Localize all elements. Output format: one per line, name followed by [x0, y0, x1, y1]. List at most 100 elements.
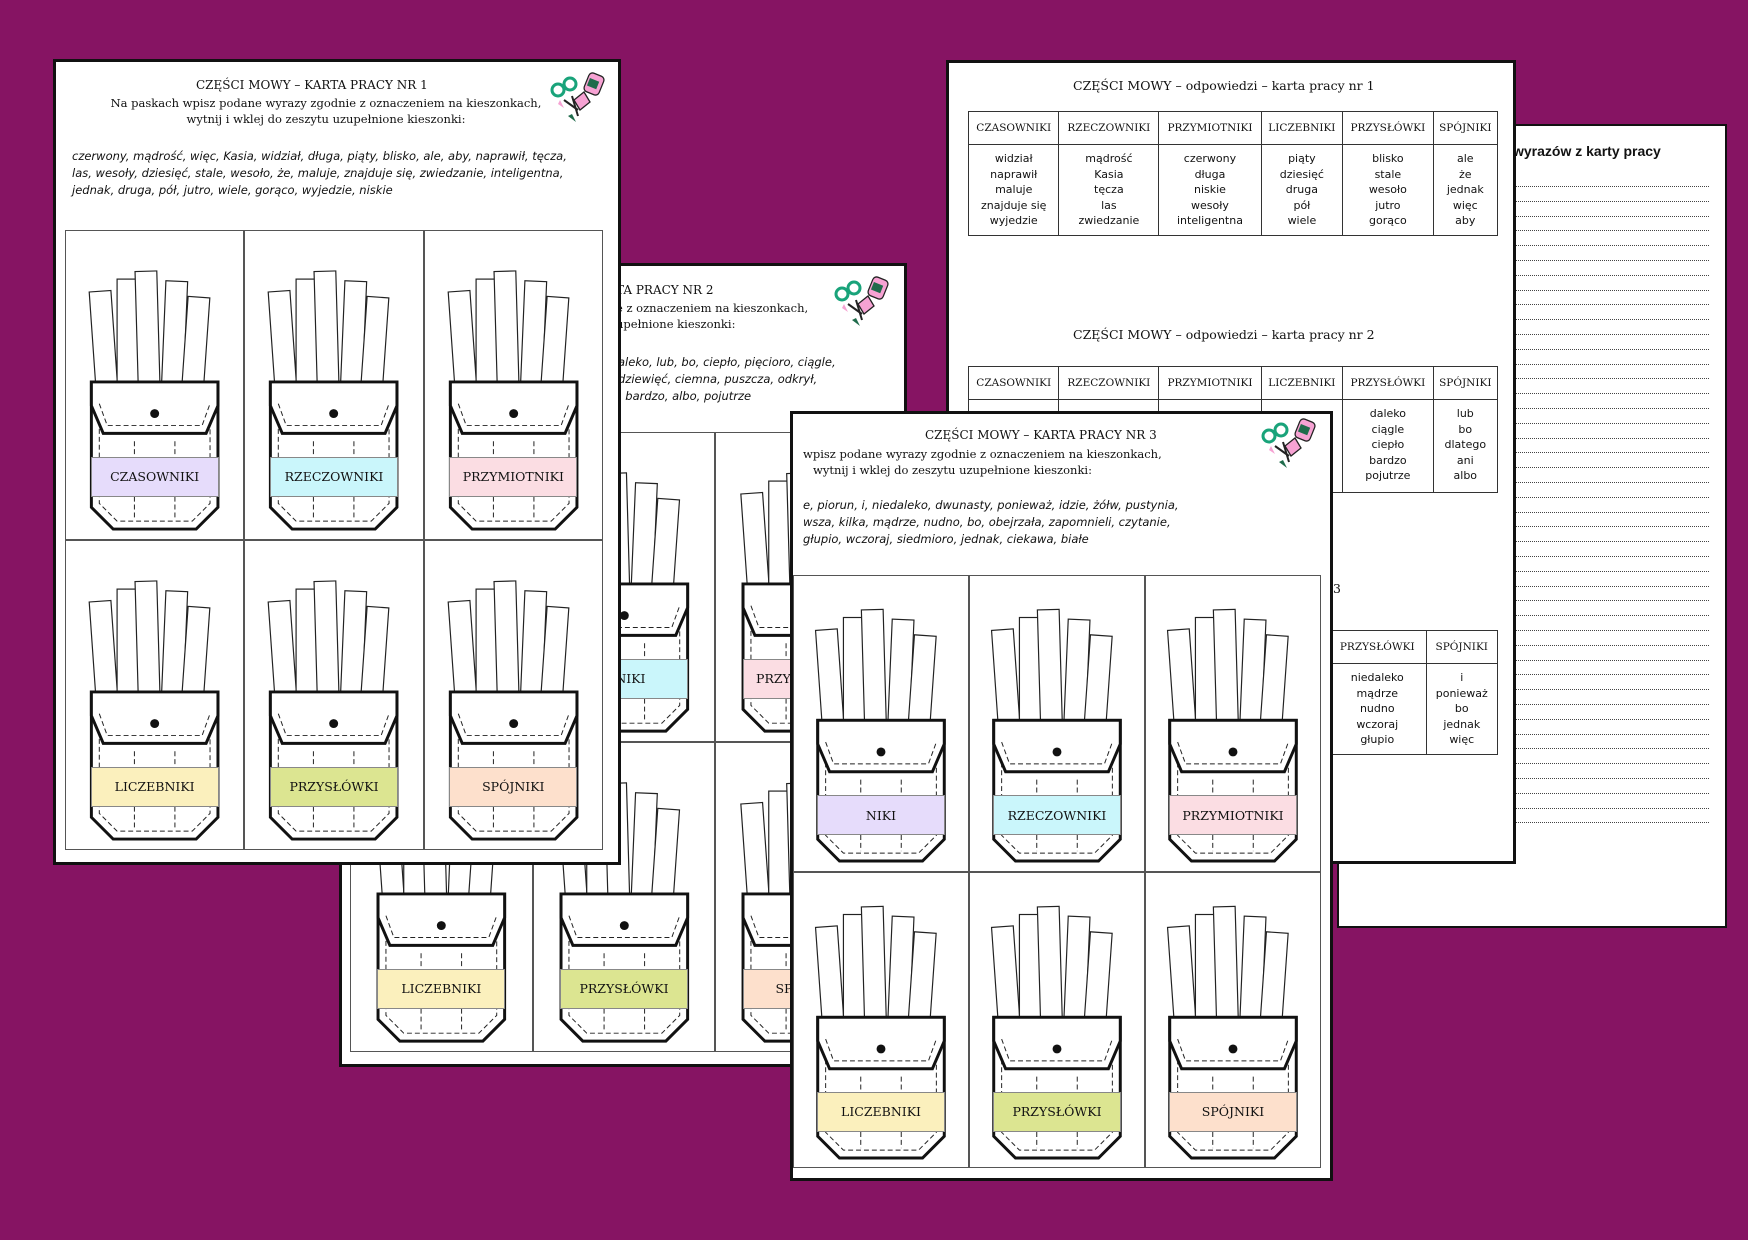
answers-col-header: PRZYMIOTNIKI — [1158, 366, 1262, 400]
answers-col-values: lub bo dlatego ani albo — [1432, 399, 1499, 493]
worksheet-2-title: TA PRACY NR 2 — [616, 283, 714, 297]
dotted-line — [1343, 289, 1709, 291]
dotted-line — [1353, 807, 1709, 809]
answers-col-header: RZECZOWNIKI — [1058, 111, 1160, 145]
answers-col-header: LICZEBNIKI — [1260, 366, 1344, 400]
dotted-line — [1343, 792, 1709, 794]
dotted-line — [1343, 482, 1709, 483]
answers-col-values: czerwony długa niskie wesoły inteligentna — [1158, 144, 1262, 236]
answers-col-header: CZASOWNIKI — [967, 366, 1060, 400]
dotted-line — [1353, 541, 1709, 543]
pocket-label-przysłówki: PRZYSŁÓWKI — [559, 968, 688, 1009]
dotted-line — [1343, 200, 1709, 202]
dotted-line — [1353, 674, 1709, 676]
worksheet-1: CZĘŚCI MOWY – KARTA PRACY NR 1 Na paskac… — [53, 59, 621, 865]
pocket-cell: LICZEBNIKI — [65, 540, 245, 850]
dotted-line — [1343, 570, 1709, 572]
pocket-cell: PRZYMIOTNIKI — [423, 230, 603, 540]
worksheet-3-instructions: wpisz podane wyrazy zgodnie z oznaczenie… — [803, 447, 1162, 477]
pocket-cell: PRZYSŁÓWKI — [969, 871, 1145, 1168]
pocket-label-liczebniki: LICZEBNIKI — [817, 1091, 945, 1132]
answers-col-values: ale że jednak więc aby — [1432, 144, 1499, 236]
answers-col-header: PRZYSŁÓWKI — [1342, 111, 1434, 145]
pocket-label-przymiotniki: PRZYMIOTNIKI — [1169, 795, 1297, 836]
pocket-cell: RZECZOWNIKI — [969, 575, 1145, 872]
answers-col-header: CZASOWNIKI — [967, 111, 1060, 145]
worksheet-1-word-bank: czerwony, mądrość, więc, Kasia, widział,… — [72, 149, 567, 197]
pocket-cell: PRZYMIOTNIKI — [1145, 575, 1321, 872]
dotted-line — [1343, 733, 1709, 735]
answers-table-1: CZASOWNIKI RZECZOWNIKI PRZYMIOTNIKI LICZEBN… — [967, 111, 1499, 236]
dotted-line — [1353, 319, 1709, 321]
scissors-glue-icon — [828, 274, 892, 330]
answers-col-header: LICZEBNIKI — [1260, 111, 1344, 145]
dotted-line — [1343, 778, 1709, 779]
dotted-line — [1343, 644, 1709, 646]
pocket-cell: SPÓJNIKI — [1145, 871, 1321, 1168]
answers-col-values: niedaleko mądrze nudno wczoraj głupio — [1328, 663, 1427, 755]
dotted-line — [1343, 422, 1709, 424]
dotted-line — [1353, 363, 1709, 365]
pocket-label-liczebniki: LICZEBNIKI — [90, 766, 219, 807]
dotted-line — [1353, 408, 1709, 409]
pocket-label-spójniki: SPÓJNIKI — [449, 766, 578, 807]
dotted-line — [1343, 467, 1709, 469]
pocket-label-przysłówki: PRZYSŁÓWKI — [269, 766, 398, 807]
dotted-line — [1343, 615, 1709, 617]
pocket-label-czasowniki: CZASOWNIKI — [90, 456, 219, 497]
dotted-line — [1353, 718, 1709, 720]
dotted-line — [1343, 704, 1709, 705]
answers-col-header: RZECZOWNIKI — [1058, 366, 1160, 400]
worksheet-2-instructions: e z oznaczeniem na kieszonkach, upełnione… — [616, 301, 809, 331]
dotted-line — [1353, 452, 1709, 454]
worksheet-2-word-bank: aleko, lub, bo, ciepło, pięcioro, ciągle… — [618, 355, 836, 403]
dotted-line — [1343, 437, 1709, 439]
answers-col-values: mądrość Kasia tęcza las zwiedzanie — [1058, 144, 1160, 236]
worksheet-1-title: CZĘŚCI MOWY – KARTA PRACY NR 1 — [196, 78, 428, 92]
answers-col-header: PRZYMIOTNIKI — [1158, 111, 1262, 145]
pocket-cell: RZECZOWNIKI — [244, 230, 424, 540]
pocket-grid-3: NIKI RZECZOWNIKI PRZYMIOTNIKI LICZEBNIKI PRZ… — [793, 575, 1321, 1168]
dotted-line — [1343, 748, 1709, 750]
dotted-line — [1343, 393, 1709, 395]
answers-table-3: PRZYSŁÓWKI SPÓJNIKI niedaleko mądrze nudno wc… — [1328, 630, 1499, 755]
answers-col-values: daleko ciągle ciepło bardzo pojutrze — [1342, 399, 1434, 493]
dotted-line — [1343, 304, 1709, 306]
dotted-line — [1343, 556, 1709, 557]
pocket-cell: PRZYSŁÓWKI — [244, 540, 424, 850]
dotted-line — [1343, 526, 1709, 528]
pocket-label-przymiotniki: PRZYMIOTNIKI — [449, 456, 578, 497]
dotted-line — [1343, 260, 1709, 261]
answers-col-values: i ponieważ bo jednak więc — [1425, 663, 1499, 755]
pocket-cell: CZASOWNIKI — [65, 230, 245, 540]
dotted-line — [1343, 822, 1709, 824]
answers-col-values: blisko stale wesoło jutro gorąco — [1342, 144, 1434, 236]
pocket-label-rzeczowniki: RZECZOWNIKI — [993, 795, 1121, 836]
dotted-line — [1353, 230, 1709, 232]
word-list-heading: wyrazów z karty pracy — [1513, 143, 1661, 159]
answers-col-header: PRZYSŁÓWKI — [1342, 366, 1434, 400]
pocket-label-liczebniki: LICZEBNIKI — [377, 968, 506, 1009]
dotted-line — [1343, 215, 1709, 217]
dotted-line — [1343, 334, 1709, 335]
answers-col-values: widział naprawił maluje znajduje się wyjedzi… — [967, 144, 1060, 236]
dotted-line — [1353, 274, 1709, 276]
answers-col-header: SPÓJNIKI — [1425, 630, 1499, 664]
dotted-line — [1343, 245, 1709, 247]
worksheet-3-title: CZĘŚCI MOWY – KARTA PRACY NR 3 — [925, 428, 1157, 442]
dotted-line — [1353, 186, 1709, 187]
dotted-line — [1353, 630, 1709, 631]
answers-col-header: SPÓJNIKI — [1432, 366, 1499, 400]
dotted-line — [1343, 511, 1709, 513]
answers-col-values: piąty dziesięć druga pół wiele — [1260, 144, 1344, 236]
pocket-cell: SPÓJNIKI — [423, 540, 603, 850]
scissors-glue-icon — [1255, 416, 1319, 472]
dotted-line — [1343, 348, 1709, 350]
answers-col-header: SPÓJNIKI — [1432, 111, 1499, 145]
pocket-label-czasowniki: NIKI — [817, 795, 945, 836]
worksheet-3: CZĘŚCI MOWY – KARTA PRACY NR 3 wpisz pod… — [790, 411, 1333, 1181]
dotted-line — [1343, 600, 1709, 602]
worksheet-1-instructions: Na paskach wpisz podane wyrazy zgodnie z… — [110, 96, 542, 126]
worksheet-3-word-bank: e, piorun, i, niedaleko, dwunasty, ponie… — [803, 498, 1179, 546]
pocket-cell: NIKI — [793, 575, 969, 872]
